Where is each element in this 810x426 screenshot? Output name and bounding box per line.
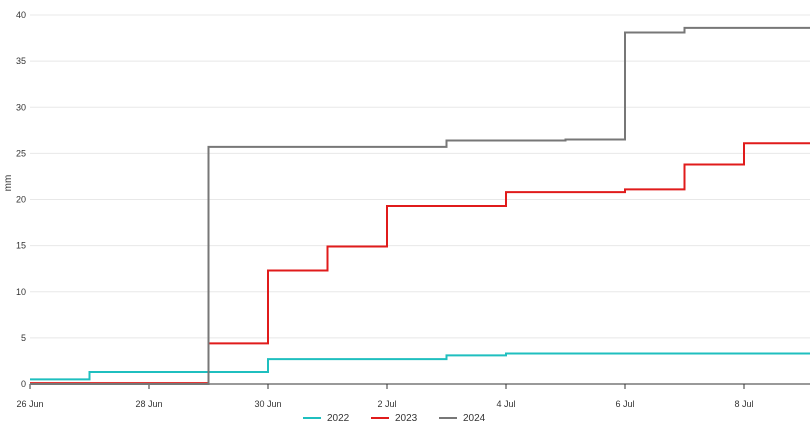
legend-label: 2023 <box>395 413 418 424</box>
y-axis-label: mm <box>3 175 14 192</box>
x-tick-label: 2 Jul <box>377 399 396 409</box>
legend-item-2022[interactable]: 2022 <box>303 413 350 424</box>
y-tick-label: 20 <box>16 195 26 205</box>
series-line-2024 <box>30 26 810 385</box>
x-tick-label: 26 Jun <box>16 399 43 409</box>
grid <box>30 14 810 385</box>
y-tick-label: 35 <box>16 56 26 66</box>
x-tick-label: 28 Jun <box>135 399 162 409</box>
y-tick-label: 10 <box>16 287 26 297</box>
y-tick-label: 15 <box>16 241 26 251</box>
x-tick-label: 8 Jul <box>734 399 753 409</box>
y-tick-label: 5 <box>21 333 26 343</box>
series-group <box>30 26 810 385</box>
legend[interactable]: 2022 2023 2024 <box>303 413 486 424</box>
y-tick-label: 25 <box>16 148 26 158</box>
x-tick-label: 6 Jul <box>615 399 634 409</box>
series-line-2022 <box>30 352 810 381</box>
legend-item-2024[interactable]: 2024 <box>439 413 486 424</box>
series-line-2023 <box>30 142 810 385</box>
x-tick-label: 30 Jun <box>254 399 281 409</box>
x-axis-ticks: 26 Jun 28 Jun 30 Jun 2 Jul 4 Jul 6 Jul 8 Jul <box>16 384 754 409</box>
legend-label: 2022 <box>327 413 350 424</box>
y-axis-ticks: 0 5 10 15 20 25 30 35 40 <box>16 10 26 389</box>
y-tick-label: 40 <box>16 10 26 20</box>
y-tick-label: 0 <box>21 379 26 389</box>
legend-item-2023[interactable]: 2023 <box>371 413 418 424</box>
legend-label: 2024 <box>463 413 486 424</box>
y-tick-label: 30 <box>16 102 26 112</box>
x-tick-label: 4 Jul <box>496 399 515 409</box>
